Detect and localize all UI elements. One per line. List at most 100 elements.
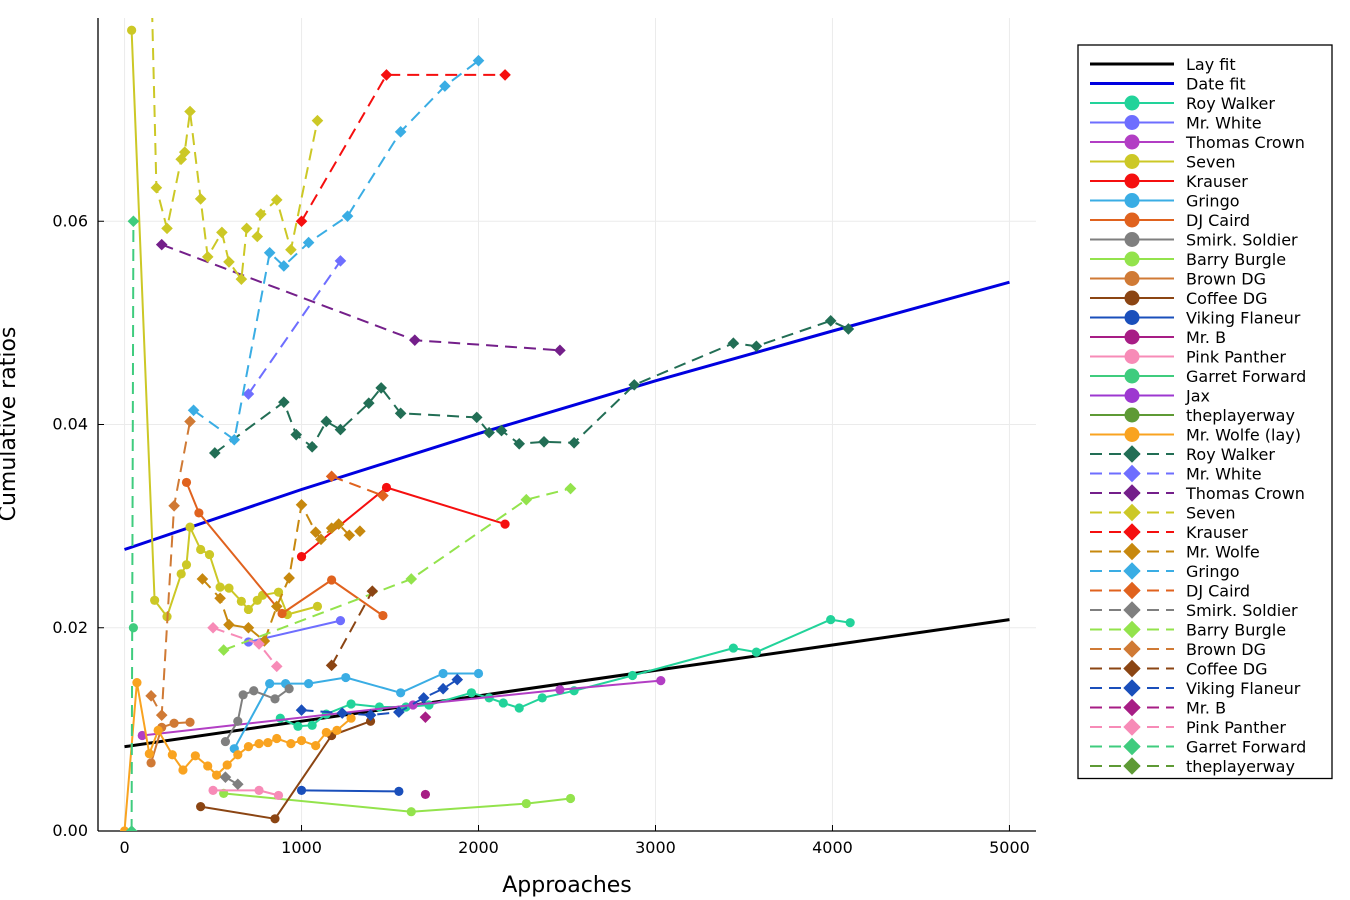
series-line <box>247 260 342 395</box>
data-point <box>196 802 206 812</box>
legend-entry: Coffee DG <box>1090 289 1267 308</box>
legend-marker <box>1123 484 1141 502</box>
legend-marker <box>1124 115 1140 130</box>
series-line <box>150 721 191 764</box>
y-tick-label: 0.04 <box>52 415 88 434</box>
data-point <box>137 730 147 741</box>
data-point <box>537 693 547 703</box>
data-point <box>254 785 264 795</box>
data-point <box>209 447 221 459</box>
data-point <box>181 560 192 570</box>
data-point <box>255 208 267 220</box>
data-point <box>277 608 287 619</box>
series-smirk-soldier <box>220 684 294 747</box>
legend-entry: Coffee DG <box>1090 660 1267 679</box>
data-point <box>295 498 308 511</box>
x-tick-label: 0 <box>119 838 129 857</box>
series-pink-panther <box>208 785 284 801</box>
series-line <box>150 421 191 717</box>
legend-entry: theplayerway <box>1090 406 1295 425</box>
legend-entry: Smirk. Soldier <box>1090 601 1298 620</box>
tick-labels: 0 1000 2000 3000 4000 5000 0.00 0.02 0.04 0.06 <box>52 211 1029 857</box>
legend-label: theplayerway <box>1186 406 1295 425</box>
data-point <box>185 522 195 532</box>
data-point <box>249 686 259 696</box>
legend-label: Date fit <box>1186 75 1246 94</box>
legend-label: Thomas Crown <box>1185 133 1305 152</box>
data-point <box>377 489 389 502</box>
data-point <box>251 230 264 243</box>
legend-entry: Thomas Crown <box>1090 484 1305 503</box>
data-point <box>119 826 130 831</box>
legend-entry: Date fit <box>1090 75 1246 94</box>
data-point <box>295 704 308 716</box>
data-point <box>242 621 255 634</box>
data-point <box>178 765 188 775</box>
data-point <box>190 751 200 761</box>
data-point <box>161 222 173 235</box>
legend-label: Thomas Crown <box>1185 484 1305 503</box>
y-tick-label: 0.02 <box>52 618 88 637</box>
data-point <box>128 623 138 633</box>
data-point <box>270 600 283 613</box>
data-point <box>240 222 253 235</box>
legend-entry: Roy Walker <box>1090 445 1275 464</box>
data-point <box>285 243 297 256</box>
data-point <box>222 760 232 770</box>
data-point <box>520 493 533 506</box>
data-point <box>325 659 338 672</box>
x-tick-label: 3000 <box>635 838 676 857</box>
grid <box>98 18 1036 832</box>
legend-label: Pink Panther <box>1186 718 1286 737</box>
series-line <box>142 679 661 737</box>
legend-marker <box>1123 737 1141 756</box>
data-point <box>295 215 308 228</box>
legend-label: Viking Flaneur <box>1186 679 1301 698</box>
series-brown-dg-dashed <box>145 415 196 721</box>
data-point <box>437 682 449 695</box>
data-point <box>145 690 157 702</box>
legend-label: Lay fit <box>1186 55 1236 74</box>
legend-entry: Mr. White <box>1090 465 1262 484</box>
data-point <box>365 716 376 726</box>
series-line <box>124 280 1010 551</box>
data-point <box>296 735 307 746</box>
legend-entry: DJ Caird <box>1090 582 1250 601</box>
series-line <box>193 59 480 441</box>
legend-entry: Seven <box>1090 153 1235 172</box>
data-point <box>466 688 477 698</box>
legend-label: Mr. B <box>1186 328 1226 347</box>
legend-label: Coffee DG <box>1186 289 1267 308</box>
legend-marker <box>1124 368 1140 384</box>
data-point <box>232 778 244 791</box>
data-point <box>555 685 565 695</box>
data-point <box>283 572 295 584</box>
data-point <box>483 426 495 439</box>
data-point <box>381 482 392 493</box>
data-point <box>219 771 232 783</box>
data-point <box>146 758 156 768</box>
data-point <box>378 610 388 621</box>
data-point <box>824 315 837 327</box>
data-point <box>396 688 406 698</box>
legend-label: Krauser <box>1186 172 1248 191</box>
legend-marker <box>1123 757 1141 775</box>
data-point <box>424 700 434 710</box>
legend-entry: Thomas Crown <box>1090 133 1305 152</box>
data-point <box>826 615 836 625</box>
legend-entry: Pink Panther <box>1090 348 1286 367</box>
series-smirk-soldier-dashed <box>219 771 244 791</box>
series-date-fit <box>124 280 1010 551</box>
data-point <box>451 673 464 686</box>
data-point <box>472 54 485 67</box>
data-point <box>211 770 222 780</box>
legend-label: Smirk. Soldier <box>1186 601 1298 620</box>
series-krauser-dashed <box>295 69 511 228</box>
data-point <box>362 397 375 409</box>
data-point <box>223 256 235 268</box>
data-point <box>194 508 204 518</box>
series-line <box>185 482 384 617</box>
data-point <box>208 785 218 795</box>
data-point <box>235 273 248 285</box>
